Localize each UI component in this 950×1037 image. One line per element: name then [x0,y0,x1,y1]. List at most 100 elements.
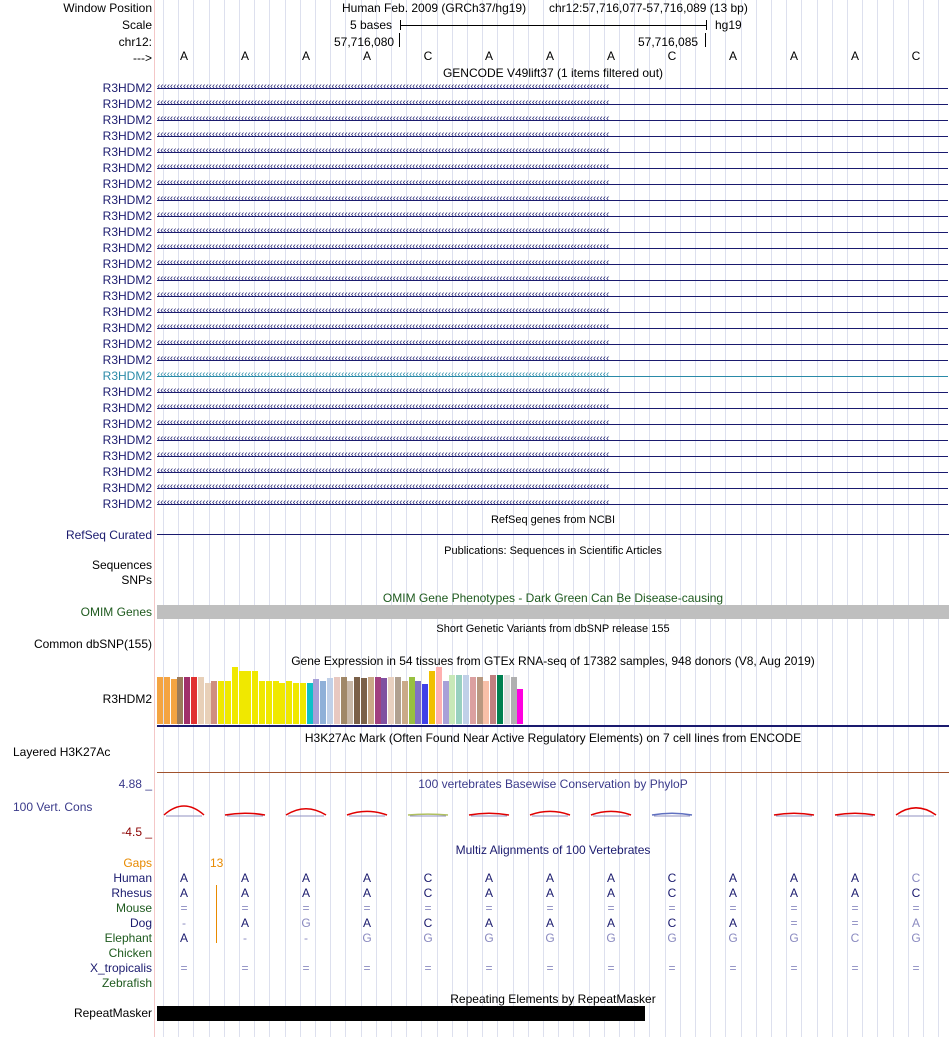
scale-label[interactable]: Scale [121,18,152,32]
gencode-gene-feature[interactable]: ‹‹‹‹‹‹‹‹‹‹‹‹‹‹‹‹‹‹‹‹‹‹‹‹‹‹‹‹‹‹‹‹‹‹‹‹‹‹‹‹… [157,129,948,143]
publications-track-title[interactable]: Publications: Sequences in Scientific Ar… [444,545,662,557]
gencode-gene-feature[interactable]: ‹‹‹‹‹‹‹‹‹‹‹‹‹‹‹‹‹‹‹‹‹‹‹‹‹‹‹‹‹‹‹‹‹‹‹‹‹‹‹‹… [157,145,948,159]
strand-arrow-label[interactable]: ---> [133,51,152,65]
gtex-tissue-bar[interactable] [388,677,394,724]
gtex-tissue-bar[interactable] [177,677,183,724]
gtex-tissue-bar[interactable] [402,681,408,724]
gtex-tissue-bar[interactable] [307,683,313,724]
multiz-species-label[interactable]: Mouse [115,901,152,915]
gtex-tissue-bar[interactable] [225,681,231,724]
gtex-tissue-bar[interactable] [443,681,449,724]
gencode-gene-feature[interactable]: ‹‹‹‹‹‹‹‹‹‹‹‹‹‹‹‹‹‹‹‹‹‹‹‹‹‹‹‹‹‹‹‹‹‹‹‹‹‹‹‹… [157,449,948,463]
gtex-tissue-bar[interactable] [429,671,435,724]
gencode-row-label[interactable]: R3HDM2 [102,401,152,415]
gencode-row-label[interactable]: R3HDM2 [102,161,152,175]
snps-track-label[interactable]: SNPs [121,573,152,587]
gtex-tissue-bar[interactable] [422,684,428,724]
gtex-tissue-bar[interactable] [293,683,299,724]
gencode-row-label[interactable]: R3HDM2 [102,481,152,495]
gencode-track-title[interactable]: GENCODE V49lift37 (1 items filtered out) [442,66,664,80]
multiz-species-label[interactable]: Chicken [108,946,152,960]
phylop-track-label[interactable]: 100 Vert. Cons [13,800,93,814]
gtex-tissue-bar[interactable] [511,677,517,724]
dbsnp-track-label[interactable]: Common dbSNP(155) [33,637,152,651]
gencode-row-label[interactable]: R3HDM2 [102,241,152,255]
multiz-track-title[interactable]: Multiz Alignments of 100 Vertebrates [455,843,651,857]
repeatmasker-track-title[interactable]: Repeating Elements by RepeatMasker [450,992,656,1006]
gtex-tissue-bar[interactable] [517,689,523,724]
gencode-gene-feature[interactable]: ‹‹‹‹‹‹‹‹‹‹‹‹‹‹‹‹‹‹‹‹‹‹‹‹‹‹‹‹‹‹‹‹‹‹‹‹‹‹‹‹… [157,97,948,111]
h3k27ac-track-label[interactable]: Layered H3K27Ac [13,745,111,759]
gtex-tissue-bar[interactable] [436,667,442,724]
gencode-gene-feature[interactable]: ‹‹‹‹‹‹‹‹‹‹‹‹‹‹‹‹‹‹‹‹‹‹‹‹‹‹‹‹‹‹‹‹‹‹‹‹‹‹‹‹… [157,401,948,415]
gtex-tissue-bar[interactable] [483,681,489,724]
gtex-tissue-bar[interactable] [266,681,272,724]
gencode-row-label[interactable]: R3HDM2 [102,369,152,383]
sequences-track-label[interactable]: Sequences [91,558,152,572]
gencode-row-label[interactable]: R3HDM2 [102,81,152,95]
multiz-species-label[interactable]: Zebrafish [101,976,152,990]
gencode-row-label[interactable]: R3HDM2 [102,353,152,367]
gtex-tissue-bar[interactable] [490,675,496,724]
gtex-tissue-bar[interactable] [157,677,163,724]
gtex-tissue-bar[interactable] [361,678,367,724]
gtex-track-title[interactable]: Gene Expression in 54 tissues from GTEx … [291,654,815,668]
gencode-row-label[interactable]: R3HDM2 [102,417,152,431]
gencode-row-label[interactable]: R3HDM2 [102,209,152,223]
gencode-row-label[interactable]: R3HDM2 [102,97,152,111]
gencode-row-label[interactable]: R3HDM2 [102,129,152,143]
multiz-species-label[interactable]: Rhesus [111,886,152,900]
gencode-row-label[interactable]: R3HDM2 [102,273,152,287]
repeatmasker-track-label[interactable]: RepeatMasker [73,1006,152,1020]
phylop-track-title[interactable]: 100 vertebrates Basewise Conservation by… [418,777,688,791]
gtex-tissue-bar[interactable] [354,677,360,724]
gencode-row-label[interactable]: R3HDM2 [102,465,152,479]
omim-track-title[interactable]: OMIM Gene Phenotypes - Dark Green Can Be… [382,591,724,605]
gtex-tissue-bar[interactable] [286,681,292,724]
gtex-tissue-bar[interactable] [171,679,177,724]
gencode-row-label[interactable]: R3HDM2 [102,193,152,207]
gencode-gene-feature[interactable]: ‹‹‹‹‹‹‹‹‹‹‹‹‹‹‹‹‹‹‹‹‹‹‹‹‹‹‹‹‹‹‹‹‹‹‹‹‹‹‹‹… [157,289,948,303]
gencode-gene-feature[interactable]: ‹‹‹‹‹‹‹‹‹‹‹‹‹‹‹‹‹‹‹‹‹‹‹‹‹‹‹‹‹‹‹‹‹‹‹‹‹‹‹‹… [157,241,948,255]
refseq-track-title[interactable]: RefSeq genes from NCBI [490,514,616,526]
gtex-tissue-bar[interactable] [341,677,347,724]
gtex-tissue-bar[interactable] [211,681,217,724]
gencode-row-label[interactable]: R3HDM2 [102,305,152,319]
gtex-tissue-bar[interactable] [477,677,483,724]
multiz-species-label[interactable]: X_tropicalis [89,961,152,975]
gtex-tissue-bar[interactable] [409,677,415,724]
gtex-track-label[interactable]: R3HDM2 [102,692,152,706]
refseq-gene-line[interactable] [157,534,949,535]
phylop-graph[interactable] [157,800,949,830]
gtex-tissue-bar[interactable] [375,677,381,724]
gtex-tissue-bar[interactable] [504,675,510,724]
gtex-tissue-bar[interactable] [415,681,421,724]
gtex-tissue-bar[interactable] [164,677,170,724]
refseq-track-label[interactable]: RefSeq Curated [65,528,152,542]
gencode-gene-feature[interactable]: ‹‹‹‹‹‹‹‹‹‹‹‹‹‹‹‹‹‹‹‹‹‹‹‹‹‹‹‹‹‹‹‹‹‹‹‹‹‹‹‹… [157,353,948,367]
gencode-gene-feature[interactable]: ‹‹‹‹‹‹‹‹‹‹‹‹‹‹‹‹‹‹‹‹‹‹‹‹‹‹‹‹‹‹‹‹‹‹‹‹‹‹‹‹… [157,481,948,495]
gtex-tissue-bar[interactable] [300,683,306,724]
omim-track-label[interactable]: OMIM Genes [80,605,152,619]
gtex-tissue-bar[interactable] [334,677,340,724]
gencode-gene-feature[interactable]: ‹‹‹‹‹‹‹‹‹‹‹‹‹‹‹‹‹‹‹‹‹‹‹‹‹‹‹‹‹‹‹‹‹‹‹‹‹‹‹‹… [157,81,948,95]
gencode-gene-feature[interactable]: ‹‹‹‹‹‹‹‹‹‹‹‹‹‹‹‹‹‹‹‹‹‹‹‹‹‹‹‹‹‹‹‹‹‹‹‹‹‹‹‹… [157,417,948,431]
gencode-row-label[interactable]: R3HDM2 [102,289,152,303]
gencode-gene-feature[interactable]: ‹‹‹‹‹‹‹‹‹‹‹‹‹‹‹‹‹‹‹‹‹‹‹‹‹‹‹‹‹‹‹‹‹‹‹‹‹‹‹‹… [157,385,948,399]
gencode-row-label[interactable]: R3HDM2 [102,177,152,191]
gtex-tissue-bar[interactable] [320,681,326,724]
gtex-tissue-bar[interactable] [497,675,503,724]
gencode-gene-feature[interactable]: ‹‹‹‹‹‹‹‹‹‹‹‹‹‹‹‹‹‹‹‹‹‹‹‹‹‹‹‹‹‹‹‹‹‹‹‹‹‹‹‹… [157,321,948,335]
gencode-gene-feature[interactable]: ‹‹‹‹‹‹‹‹‹‹‹‹‹‹‹‹‹‹‹‹‹‹‹‹‹‹‹‹‹‹‹‹‹‹‹‹‹‹‹‹… [157,305,948,319]
gtex-tissue-bar[interactable] [449,675,455,724]
gtex-tissue-bar[interactable] [368,677,374,724]
gencode-row-label[interactable]: R3HDM2 [102,497,152,511]
gencode-gene-feature[interactable]: ‹‹‹‹‹‹‹‹‹‹‹‹‹‹‹‹‹‹‹‹‹‹‹‹‹‹‹‹‹‹‹‹‹‹‹‹‹‹‹‹… [157,113,948,127]
gencode-gene-feature[interactable]: ‹‹‹‹‹‹‹‹‹‹‹‹‹‹‹‹‹‹‹‹‹‹‹‹‹‹‹‹‹‹‹‹‹‹‹‹‹‹‹‹… [157,369,948,383]
gtex-tissue-bar[interactable] [456,675,462,724]
gtex-tissue-bar[interactable] [218,681,224,724]
gencode-gene-feature[interactable]: ‹‹‹‹‹‹‹‹‹‹‹‹‹‹‹‹‹‹‹‹‹‹‹‹‹‹‹‹‹‹‹‹‹‹‹‹‹‹‹‹… [157,225,948,239]
gencode-gene-feature[interactable]: ‹‹‹‹‹‹‹‹‹‹‹‹‹‹‹‹‹‹‹‹‹‹‹‹‹‹‹‹‹‹‹‹‹‹‹‹‹‹‹‹… [157,177,948,191]
gencode-gene-feature[interactable]: ‹‹‹‹‹‹‹‹‹‹‹‹‹‹‹‹‹‹‹‹‹‹‹‹‹‹‹‹‹‹‹‹‹‹‹‹‹‹‹‹… [157,497,948,511]
gtex-tissue-bar[interactable] [347,681,353,724]
